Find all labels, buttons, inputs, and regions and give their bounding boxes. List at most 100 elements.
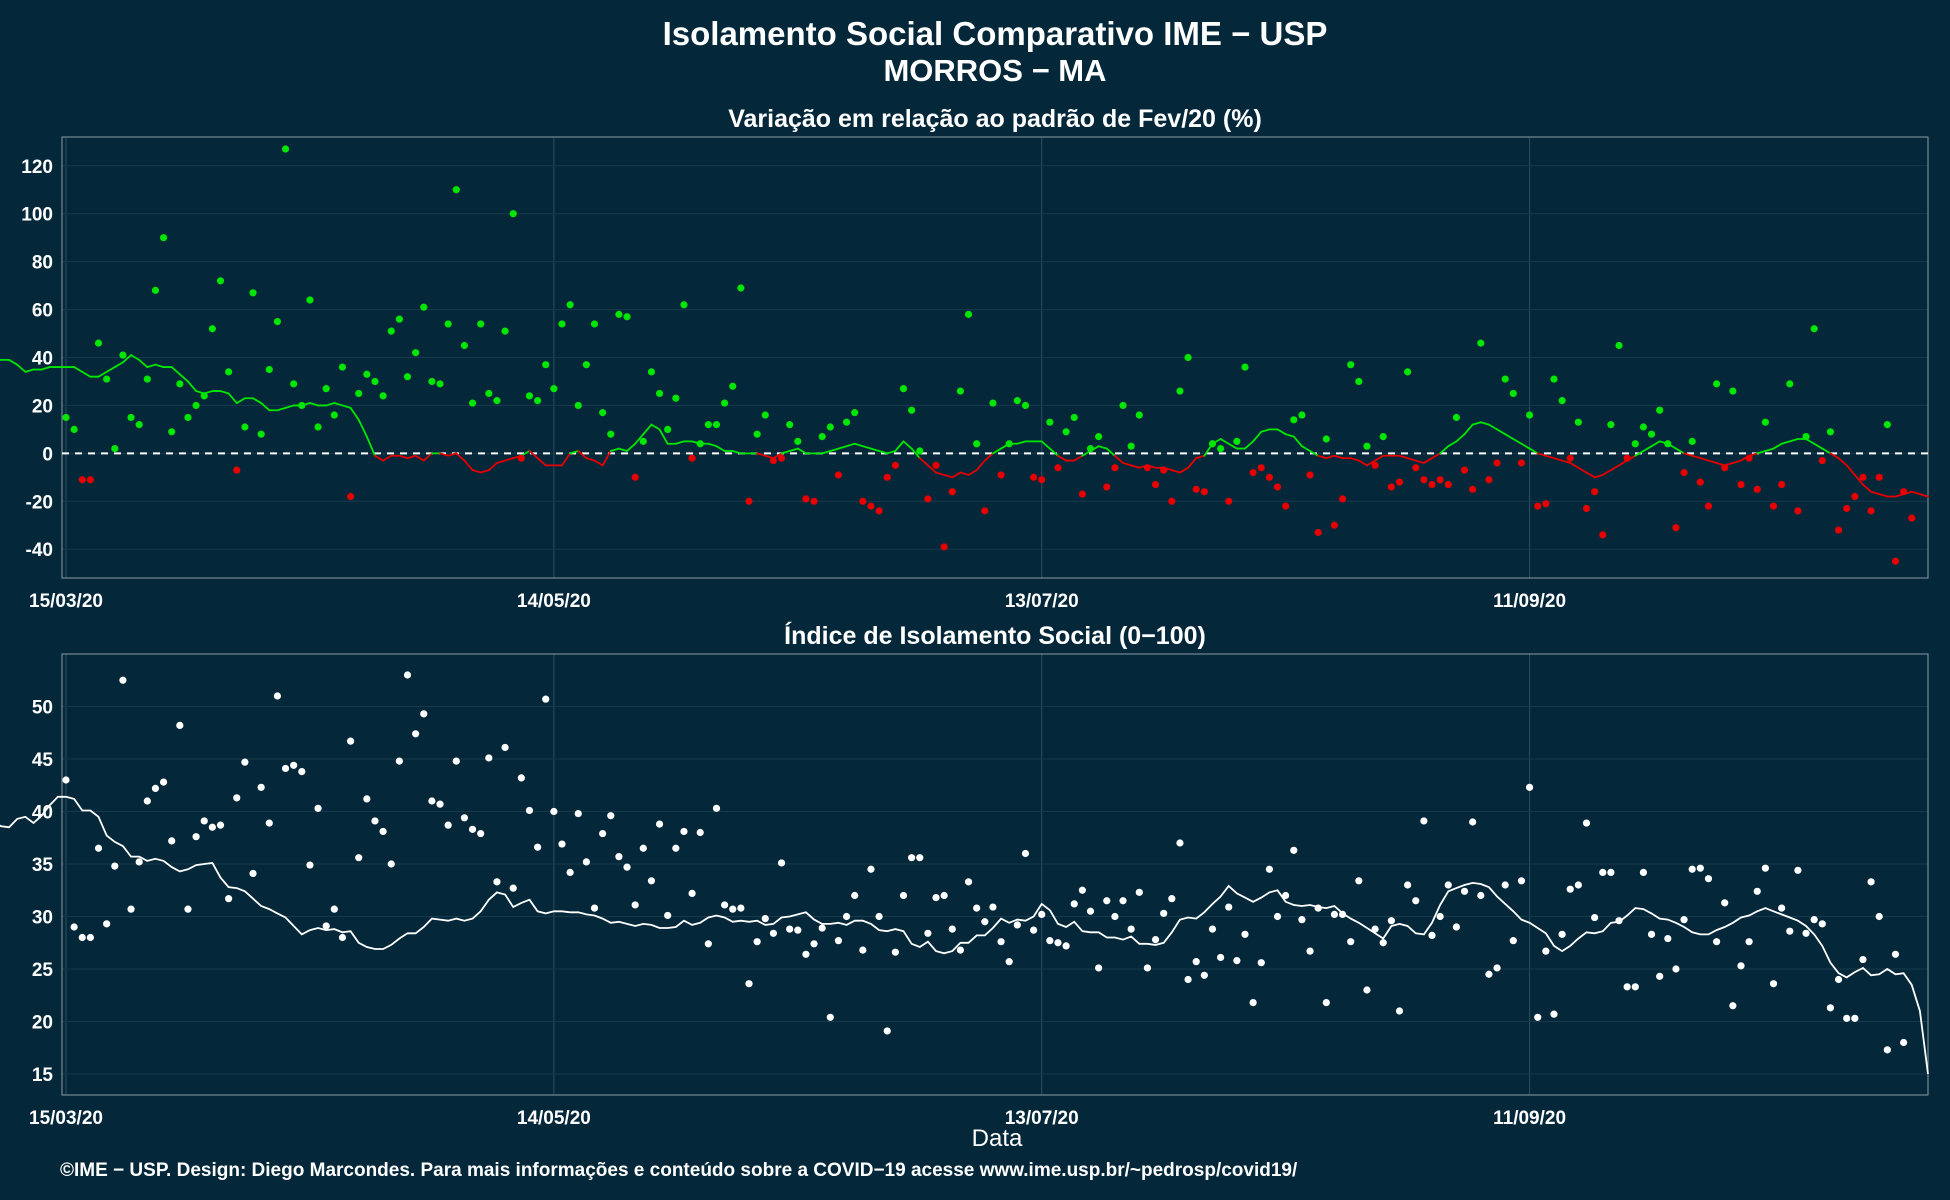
- top-moving-average-segment: [536, 457, 547, 467]
- bottom-data-point: [737, 904, 745, 912]
- top-moving-average-segment: [1829, 452, 1840, 460]
- top-data-point: [428, 377, 436, 386]
- top-data-point: [94, 339, 103, 347]
- bottom-data-point: [851, 891, 859, 900]
- top-moving-average-segment: [1683, 452, 1694, 457]
- top-data-point: [387, 327, 395, 335]
- top-data-point: [1558, 397, 1566, 405]
- top-data-point: [1574, 418, 1582, 426]
- top-data-point: [1843, 504, 1851, 513]
- top-data-point: [1029, 473, 1038, 481]
- top-data-point: [940, 543, 948, 551]
- top-data-point: [1265, 473, 1273, 481]
- bottom-data-point: [623, 863, 631, 871]
- top-moving-average-segment: [569, 450, 580, 455]
- top-data-point: [1046, 418, 1054, 426]
- top-moving-average-segment: [130, 354, 141, 361]
- bottom-data-point: [1143, 964, 1152, 972]
- top-data-point: [1769, 502, 1778, 510]
- bottom-data-point: [1273, 912, 1282, 921]
- top-data-point: [1290, 416, 1298, 424]
- bottom-data-point: [135, 858, 143, 866]
- bottom-data-point: [1371, 925, 1379, 933]
- top-moving-average-segment: [601, 450, 612, 467]
- top-moving-average-segment: [1918, 493, 1929, 498]
- top-moving-average-segment: [1301, 445, 1311, 452]
- bottom-data-point: [1558, 930, 1566, 938]
- top-data-point: [1460, 466, 1469, 474]
- top-moving-average-segment: [829, 447, 840, 452]
- top-data-point: [241, 423, 249, 431]
- top-data-point: [1656, 406, 1664, 414]
- bottom-data-point: [729, 905, 737, 913]
- bottom-data-point: [1582, 819, 1591, 827]
- bottom-data-point: [1184, 975, 1192, 984]
- bottom-data-point: [1233, 957, 1241, 965]
- top-data-point: [558, 320, 566, 328]
- bottom-data-point: [607, 812, 615, 820]
- top-data-point: [623, 313, 631, 321]
- bottom-data-point: [834, 937, 843, 945]
- top-data-point: [1729, 387, 1737, 395]
- figure-subtitle: MORROS − MA: [883, 53, 1106, 88]
- top-moving-average-segment: [658, 428, 669, 445]
- bottom-y-tick-label: 30: [32, 908, 53, 929]
- top-data-point: [1330, 521, 1339, 529]
- top-moving-average-segment: [1455, 433, 1466, 443]
- top-data-point: [1761, 418, 1769, 426]
- top-data-point: [525, 392, 534, 400]
- bottom-data-point: [883, 1027, 891, 1035]
- bottom-data-point: [1338, 910, 1347, 919]
- bottom-data-point: [452, 757, 460, 765]
- bottom-data-point: [639, 844, 647, 852]
- top-data-point: [973, 440, 981, 448]
- bottom-data-point: [1200, 971, 1208, 979]
- top-data-point: [859, 497, 867, 505]
- top-data-point: [1639, 423, 1648, 431]
- bottom-data-point: [1314, 904, 1322, 912]
- top-moving-average-segment: [1488, 423, 1498, 431]
- top-data-point: [1477, 339, 1485, 347]
- top-data-point: [1542, 500, 1550, 508]
- top-data-point: [842, 418, 851, 426]
- top-moving-average-segment: [1366, 459, 1376, 467]
- bottom-y-tick-label: 35: [32, 855, 54, 876]
- footer-credit: ©IME − USP. Design: Diego Marcondes. Par…: [60, 1160, 1298, 1181]
- bottom-data-point: [379, 827, 387, 836]
- top-data-point: [1452, 413, 1461, 422]
- top-data-point: [1078, 490, 1086, 498]
- bottom-data-point: [1103, 897, 1111, 905]
- bottom-data-point: [265, 819, 273, 827]
- top-data-point: [607, 430, 615, 438]
- bottom-data-point: [355, 854, 363, 862]
- bottom-data-point: [78, 933, 86, 942]
- top-y-tick-label: -40: [26, 540, 53, 561]
- top-frame: [61, 136, 1929, 579]
- bottom-data-point: [1379, 939, 1387, 947]
- top-moving-average-segment: [325, 402, 336, 407]
- bottom-data-point: [468, 825, 477, 833]
- top-data-point: [485, 389, 493, 398]
- top-moving-average-segment: [1512, 438, 1523, 445]
- bottom-data-point: [436, 800, 444, 808]
- top-moving-average-segment: [1642, 445, 1653, 452]
- bottom-data-point: [1192, 958, 1200, 966]
- bottom-data-point: [314, 804, 322, 812]
- top-moving-average-segment: [374, 454, 385, 462]
- top-moving-average-segment: [1496, 428, 1507, 436]
- top-data-point: [1298, 411, 1306, 419]
- top-data-point: [1379, 432, 1387, 441]
- bottom-data-point: [899, 891, 908, 900]
- bottom-data-point: [932, 894, 940, 902]
- bottom-data-point: [1363, 986, 1371, 994]
- top-y-tick-label: 60: [32, 301, 53, 322]
- bottom-data-point: [1070, 900, 1078, 908]
- bottom-data-point: [989, 903, 997, 911]
- top-y-tick-label: 80: [32, 253, 53, 274]
- top-data-point: [1355, 377, 1363, 386]
- top-data-point: [1404, 368, 1412, 376]
- bottom-data-point: [1290, 846, 1298, 854]
- top-data-point: [1591, 488, 1599, 496]
- top-moving-average-segment: [1772, 442, 1783, 450]
- top-data-point: [1582, 504, 1591, 513]
